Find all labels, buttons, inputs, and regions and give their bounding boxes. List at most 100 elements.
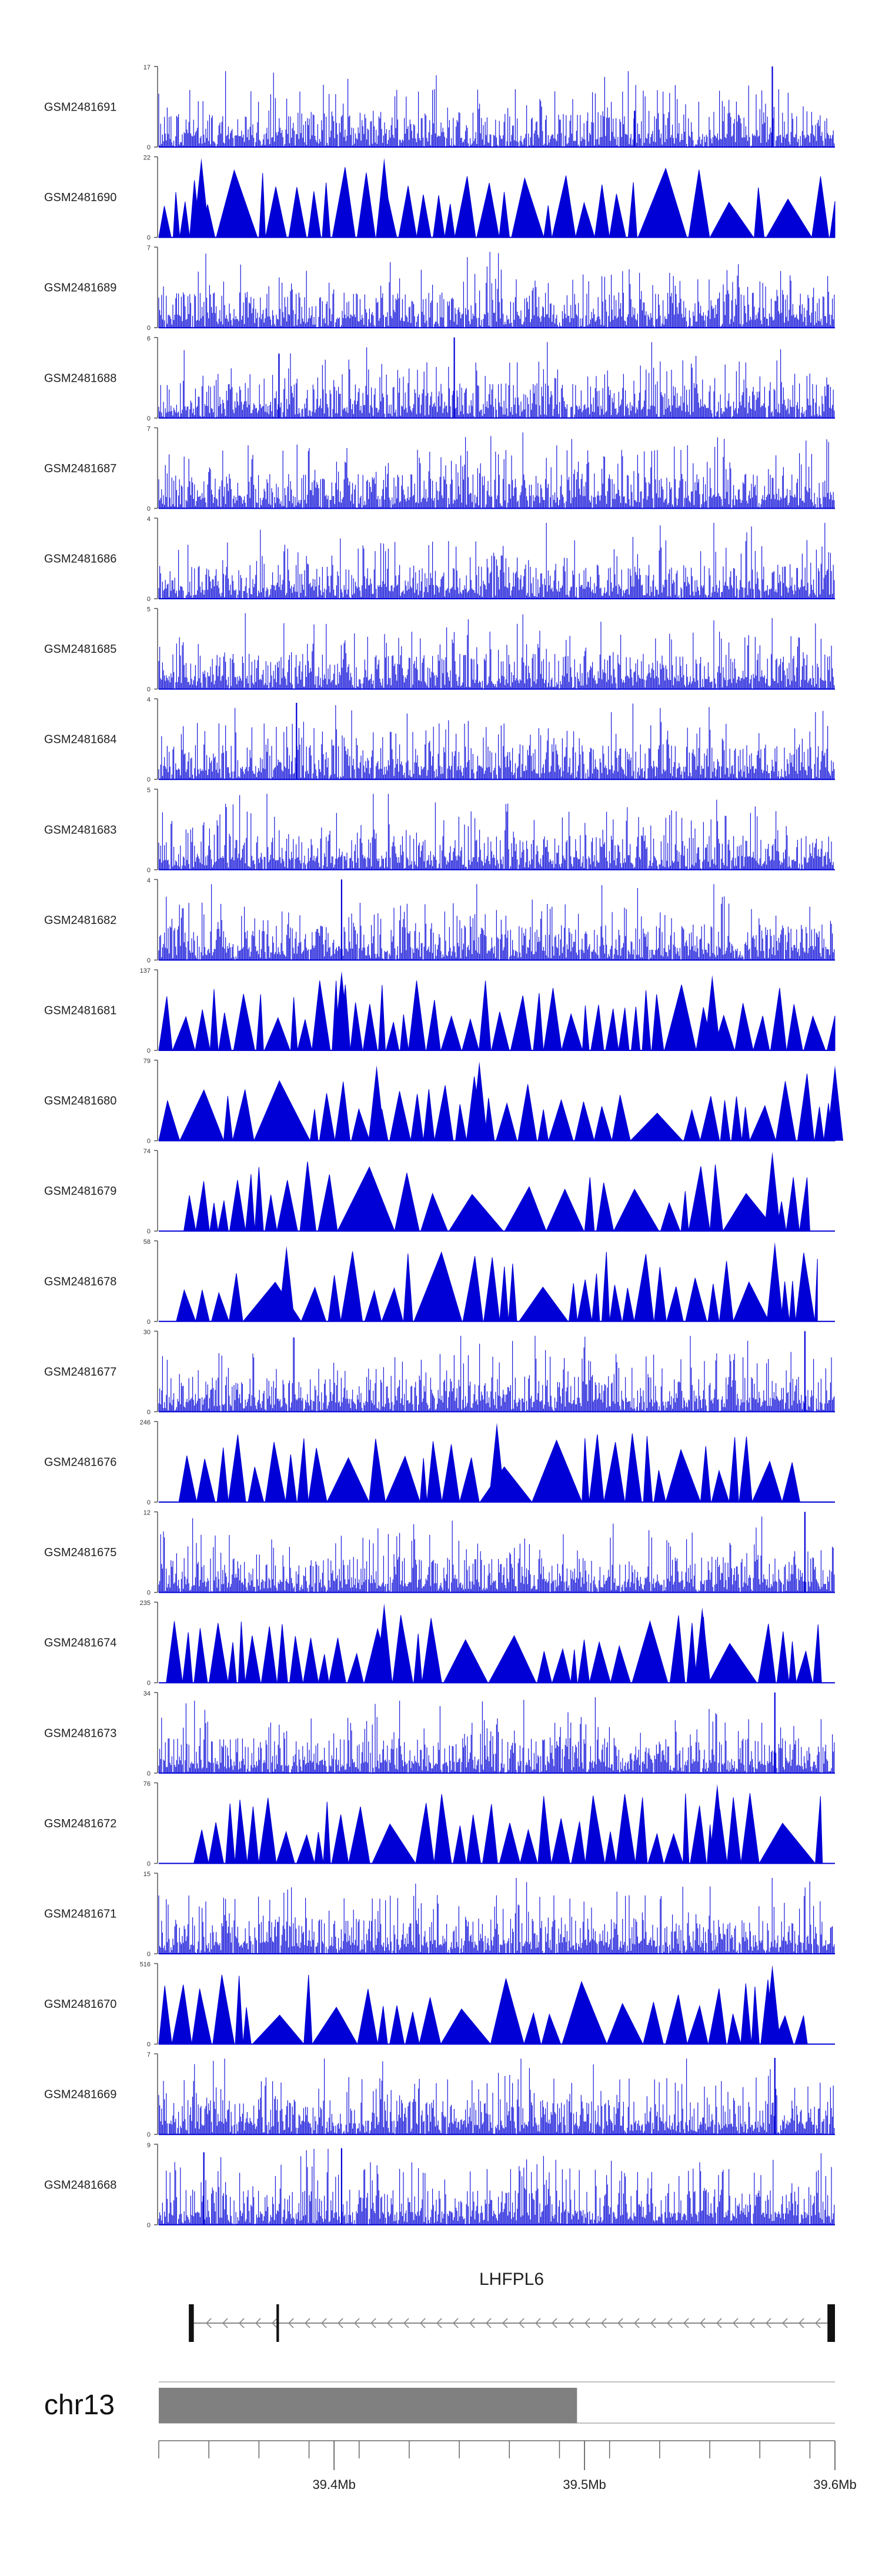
track-label: GSM2481684 [44, 733, 116, 746]
y-max-label: 12 [143, 1510, 151, 1517]
signal-peak-1 [471, 1061, 488, 1141]
track-label: GSM2481668 [44, 2178, 116, 2191]
y-min-label: 0 [147, 415, 151, 422]
y-max-label: 15 [143, 1871, 151, 1878]
axis-tick-label-0: 39.4Mb [312, 2477, 355, 2492]
signal-area [158, 1974, 809, 2046]
signal-area [166, 1615, 823, 1683]
track-GSM2481681: GSM2481681 137 0 [44, 967, 836, 1055]
track-label: GSM2481670 [44, 1998, 116, 2011]
track-GSM2481690: GSM2481690 22 0 [44, 155, 836, 242]
y-max-label: 7 [147, 245, 151, 252]
track-GSM2481682: GSM2481682 4 0 [44, 877, 835, 964]
y-min-label: 0 [147, 1138, 151, 1145]
signal-bars [158, 613, 835, 689]
signal-peak-0 [709, 1784, 726, 1864]
track-GSM2481691: GSM2481691 17 0 [44, 64, 835, 151]
signal-peak-1 [704, 975, 721, 1050]
signal-bars [158, 2148, 835, 2225]
signal-bars [158, 1336, 835, 1412]
y-min-label: 0 [147, 1770, 151, 1777]
axis-tick-label-2: 39.6Mb [813, 2477, 856, 2492]
y-max-label: 74 [143, 1148, 151, 1155]
gene-name: LHFPL6 [479, 2270, 544, 2289]
signal-area [158, 1073, 836, 1142]
track-GSM2481674: GSM2481674 235 0 [44, 1600, 835, 1687]
track-GSM2481675: GSM2481675 12 0 [44, 1510, 835, 1597]
y-max-label: 79 [143, 1058, 151, 1065]
y-min-label: 0 [147, 776, 151, 783]
signal-bars [158, 793, 835, 870]
signal-peak-0 [489, 1423, 505, 1502]
y-min-label: 0 [147, 1047, 151, 1055]
track-label: GSM2481680 [44, 1095, 116, 1107]
track-GSM2481670: GSM2481670 516 0 [44, 1961, 835, 2048]
y-max-label: 516 [140, 1961, 151, 1968]
chromosome-name: chr13 [44, 2390, 115, 2421]
track-label: GSM2481683 [44, 823, 116, 836]
y-max-label: 22 [143, 155, 151, 162]
track-GSM2481689: GSM2481689 7 0 [44, 245, 835, 332]
signal-peak-0 [333, 971, 350, 1050]
track-label: GSM2481690 [44, 191, 116, 204]
gene-exon-1 [276, 2304, 279, 2342]
signal-area [183, 1161, 810, 1232]
track-label: GSM2481672 [44, 1817, 116, 1830]
y-min-label: 0 [147, 1860, 151, 1867]
signal-bars [158, 703, 835, 780]
signal-bars [158, 342, 835, 418]
track-label: GSM2481673 [44, 1727, 116, 1740]
track-label: GSM2481685 [44, 643, 116, 656]
y-max-label: 7 [147, 425, 151, 432]
track-GSM2481679: GSM2481679 74 0 [44, 1148, 835, 1235]
y-max-label: 7 [147, 2051, 151, 2058]
gene-track: LHFPL6 [189, 2270, 835, 2342]
chromosome-track: chr13 39.4Mb 39.5Mb 39.6Mb [44, 2381, 857, 2492]
signal-peak-1 [694, 1607, 711, 1683]
y-min-label: 0 [147, 596, 151, 603]
y-min-label: 0 [147, 1499, 151, 1506]
signal-area [193, 1793, 824, 1864]
track-GSM2481676: GSM2481676 246 0 [44, 1419, 835, 1506]
signal-peak-0 [376, 1603, 393, 1683]
y-min-label: 0 [147, 505, 151, 512]
y-max-label: 76 [143, 1780, 151, 1787]
track-GSM2481680: GSM2481680 79 0 [44, 1058, 843, 1145]
y-min-label: 0 [147, 2222, 151, 2229]
track-label: GSM2481681 [44, 1005, 116, 1017]
track-GSM2481686: GSM2481686 4 0 [44, 516, 835, 603]
track-GSM2481688: GSM2481688 6 0 [44, 335, 835, 422]
signal-peak-1 [766, 1242, 783, 1322]
y-min-label: 0 [147, 1409, 151, 1416]
signal-peak-2 [827, 1065, 843, 1141]
signal-bars [158, 884, 835, 960]
signal-peak-0 [368, 1065, 385, 1141]
track-GSM2481687: GSM2481687 7 0 [44, 425, 835, 512]
y-min-label: 0 [147, 867, 151, 874]
track-GSM2481683: GSM2481683 5 0 [44, 787, 835, 874]
y-max-label: 58 [143, 1239, 151, 1246]
y-max-label: 30 [143, 1329, 151, 1336]
track-GSM2481669: GSM2481669 7 0 [44, 2051, 835, 2138]
track-GSM2481684: GSM2481684 4 0 [44, 696, 835, 783]
track-GSM2481677: GSM2481677 30 0 [44, 1329, 835, 1416]
signal-bars [158, 523, 835, 599]
track-label: GSM2481676 [44, 1456, 116, 1469]
y-max-label: 137 [140, 967, 151, 975]
axis-tick-label-1: 39.5Mb [563, 2477, 606, 2492]
y-max-label: 4 [147, 516, 151, 523]
track-label: GSM2481671 [44, 1908, 116, 1921]
y-min-label: 0 [147, 1590, 151, 1597]
track-label: GSM2481675 [44, 1546, 116, 1559]
track-GSM2481685: GSM2481685 5 0 [44, 606, 835, 693]
signal-peak-0 [193, 158, 210, 238]
y-max-label: 5 [147, 606, 151, 613]
track-label: GSM2481686 [44, 553, 116, 566]
y-min-label: 0 [147, 1680, 151, 1687]
track-label: GSM2481688 [44, 372, 116, 385]
track-label: GSM2481679 [44, 1185, 116, 1198]
y-min-label: 0 [147, 325, 151, 332]
track-label: GSM2481687 [44, 462, 116, 475]
y-min-label: 0 [147, 2041, 151, 2048]
